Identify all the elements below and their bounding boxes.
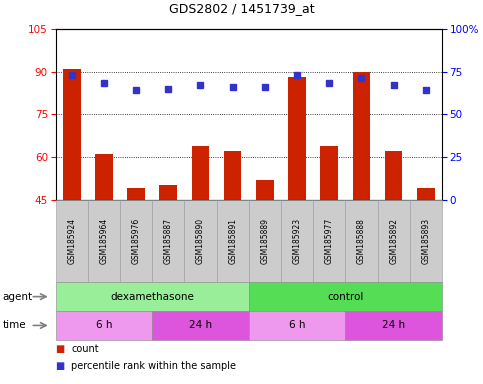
- Text: 24 h: 24 h: [382, 320, 405, 331]
- Text: GSM185889: GSM185889: [260, 218, 270, 264]
- Bar: [159, 185, 177, 200]
- Text: GSM185893: GSM185893: [421, 218, 430, 264]
- Bar: [63, 69, 81, 200]
- Text: 6 h: 6 h: [96, 320, 112, 331]
- Text: GSM185964: GSM185964: [99, 218, 108, 264]
- Text: 6 h: 6 h: [289, 320, 305, 331]
- Bar: [192, 146, 209, 200]
- Text: GSM185924: GSM185924: [67, 218, 76, 264]
- Bar: [320, 146, 338, 200]
- Text: ■: ■: [56, 344, 65, 354]
- Text: GSM185892: GSM185892: [389, 218, 398, 264]
- Text: dexamethasone: dexamethasone: [110, 291, 194, 302]
- Text: GDS2802 / 1451739_at: GDS2802 / 1451739_at: [169, 2, 314, 15]
- Text: ■: ■: [56, 361, 65, 371]
- Bar: [127, 188, 145, 200]
- Text: count: count: [71, 344, 99, 354]
- Text: GSM185891: GSM185891: [228, 218, 237, 264]
- Text: GSM185890: GSM185890: [196, 218, 205, 264]
- Text: GSM185976: GSM185976: [131, 218, 141, 264]
- Bar: [224, 151, 242, 200]
- Text: GSM185977: GSM185977: [325, 218, 334, 264]
- Text: 24 h: 24 h: [189, 320, 212, 331]
- Bar: [95, 154, 113, 200]
- Text: time: time: [2, 320, 26, 331]
- Bar: [288, 77, 306, 200]
- Text: GSM185923: GSM185923: [293, 218, 301, 264]
- Text: control: control: [327, 291, 364, 302]
- Text: percentile rank within the sample: percentile rank within the sample: [71, 361, 236, 371]
- Text: GSM185887: GSM185887: [164, 218, 173, 264]
- Bar: [385, 151, 402, 200]
- Bar: [417, 188, 435, 200]
- Text: GSM185888: GSM185888: [357, 218, 366, 264]
- Text: agent: agent: [2, 291, 32, 302]
- Bar: [353, 71, 370, 200]
- Bar: [256, 180, 274, 200]
